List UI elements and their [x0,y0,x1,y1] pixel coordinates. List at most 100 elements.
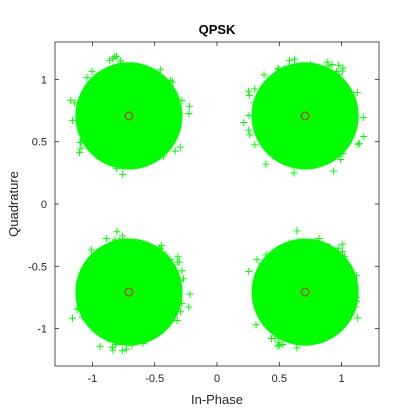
symbol-marker [165,94,173,102]
symbol-marker [262,160,270,168]
symbol-marker [267,292,275,301]
symbol-marker [296,150,305,158]
symbol-marker [135,67,144,75]
symbol-marker [316,299,324,308]
symbol-marker [318,97,326,105]
y-tick-label: 1 [41,74,47,86]
symbol-marker [168,302,176,311]
symbol-marker [158,301,167,309]
symbol-marker [130,328,138,336]
symbol-marker [141,140,150,148]
symbol-marker [185,303,193,311]
symbol-marker [311,295,319,303]
symbol-marker [279,137,287,146]
symbol-marker [107,74,115,82]
symbol-marker [145,327,153,336]
symbol-marker [336,288,344,296]
symbol-marker [299,260,307,268]
symbol-marker [281,256,289,264]
symbol-marker [273,134,281,143]
symbol-marker [285,57,294,65]
symbol-marker [267,126,276,134]
symbol-marker [294,130,303,139]
symbol-marker [302,125,311,133]
symbol-marker [156,266,164,274]
symbol-marker [270,112,278,120]
symbol-marker [117,256,125,264]
symbol-marker [119,103,127,111]
symbol-marker [274,272,282,280]
symbol-marker [289,325,298,334]
symbol-marker [335,70,343,78]
symbol-marker [112,164,121,173]
symbol-marker [98,155,106,163]
symbol-marker [120,331,128,339]
symbol-marker [290,96,298,105]
symbol-marker [172,127,180,135]
symbol-marker [94,147,103,155]
symbol-marker [171,147,179,155]
symbol-marker [307,147,315,156]
symbol-marker [298,109,306,117]
symbol-marker [252,321,260,329]
symbol-marker [131,84,139,93]
symbol-marker [90,113,99,121]
symbol-marker [320,153,328,161]
symbol-marker [137,292,145,300]
symbol-marker [155,261,163,269]
symbol-marker [106,272,114,280]
symbol-marker [119,170,127,178]
symbol-marker [331,141,339,150]
symbol-marker [296,98,304,106]
symbol-marker [109,346,117,354]
symbol-marker [106,136,114,145]
symbol-marker [258,259,266,267]
symbol-marker [136,86,144,94]
symbol-marker [103,306,111,314]
symbol-marker [310,251,318,259]
symbol-marker [317,84,325,92]
symbol-marker [116,254,124,262]
symbol-marker [148,74,157,83]
cluster-1-markers [240,55,368,177]
symbol-marker [163,123,172,131]
symbol-marker [95,116,104,124]
symbol-marker [306,60,315,68]
symbol-marker [99,79,107,87]
symbol-marker [155,302,163,310]
symbol-marker [321,272,330,281]
x-tick-label: 0 [214,373,220,385]
symbol-marker [320,145,328,153]
symbol-marker [314,287,322,296]
symbol-marker [259,128,267,137]
symbol-marker [318,308,326,316]
symbol-marker [106,265,115,273]
symbol-marker [313,320,321,328]
symbol-marker [324,124,332,132]
symbol-marker [314,260,322,268]
symbol-marker [114,279,122,287]
symbol-marker [76,117,84,125]
symbol-marker [280,126,288,134]
symbol-marker [166,255,174,264]
symbol-marker [144,261,152,269]
symbol-marker [146,315,154,323]
symbol-marker [89,144,97,153]
symbol-marker [129,135,137,143]
ideal-point-0 [124,111,134,121]
symbol-marker [308,280,317,288]
symbol-marker [151,278,159,286]
symbol-marker [160,144,168,152]
symbol-marker [289,120,297,128]
symbol-marker [266,271,274,279]
symbol-marker [97,127,105,136]
symbol-marker [111,299,119,307]
symbol-marker [323,294,332,302]
symbol-marker [319,133,327,141]
symbol-marker [313,309,321,318]
symbol-marker [88,117,96,125]
symbol-marker [176,143,184,151]
symbol-marker [130,143,138,151]
symbol-marker [136,280,145,289]
symbol-marker [326,109,334,117]
